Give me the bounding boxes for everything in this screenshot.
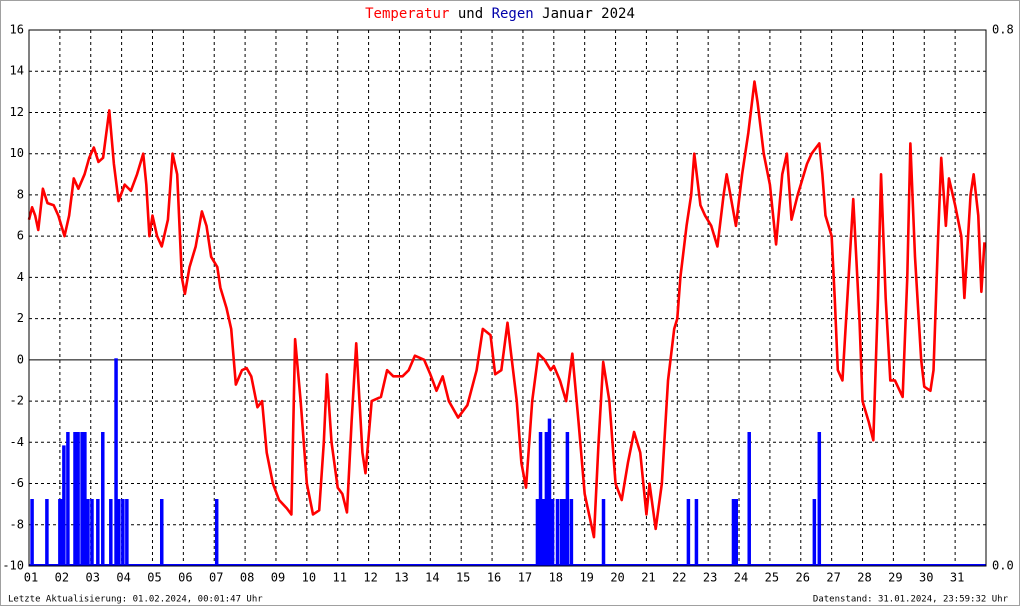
x-tick-label: 16 [487, 571, 501, 585]
y-tick-label: -10 [2, 559, 24, 573]
rain-bar [114, 358, 118, 566]
x-tick-label: 08 [240, 571, 254, 585]
rain-bar [555, 499, 560, 566]
x-tick-label: 04 [116, 571, 130, 585]
x-tick-label: 30 [919, 571, 933, 585]
x-tick-label: 29 [888, 571, 902, 585]
x-tick-label: 06 [178, 571, 192, 585]
x-tick-label: 18 [549, 571, 563, 585]
rain-bar [550, 499, 555, 566]
y-tick-label: -8 [10, 517, 24, 531]
rain-bar [569, 499, 574, 566]
x-tick-label: 31 [950, 571, 964, 585]
chart-title: Temperatur und Regen Januar 2024 [365, 6, 635, 22]
rain-bar [562, 499, 567, 566]
rain-bar [73, 432, 77, 566]
x-tick-label: 01 [24, 571, 38, 585]
x-tick-label: 17 [518, 571, 532, 585]
rain-bar [541, 499, 546, 566]
x-tick-label: 22 [672, 571, 686, 585]
x-tick-label: 19 [579, 571, 593, 585]
rain-bar [565, 432, 570, 566]
y-tick-label: -4 [10, 435, 24, 449]
y-tick-label: -6 [10, 476, 24, 490]
rain-bar [96, 499, 100, 566]
x-tick-label: 03 [86, 571, 100, 585]
rain-bar [109, 499, 113, 566]
rain-bar [817, 432, 822, 566]
y-tick-label: 8 [17, 187, 24, 201]
rain-bar [214, 499, 219, 566]
rain-bar [731, 499, 736, 566]
rain-bar [686, 499, 691, 566]
rain-bar [76, 432, 80, 566]
x-tick-label: 26 [796, 571, 810, 585]
x-tick-label: 15 [456, 571, 470, 585]
rain-bar [159, 499, 164, 566]
y-tick-label: 10 [10, 146, 24, 160]
rain-bar [125, 499, 129, 566]
y2-tick-label: 0.8 [992, 23, 1014, 37]
x-tick-label: 02 [55, 571, 69, 585]
rain-bar [601, 499, 606, 566]
rain-bar [121, 499, 125, 566]
y-tick-label: 4 [17, 270, 24, 284]
footer-left: Letzte Aktualisierung: 01.02.2024, 00:01… [8, 595, 263, 605]
x-tick-label: 27 [826, 571, 840, 585]
rain-bar [559, 499, 564, 566]
rain-bar [117, 499, 121, 566]
y-tick-label: 12 [10, 105, 24, 119]
rain-bar [83, 432, 87, 566]
rain-bar [812, 499, 817, 566]
x-tick-label: 21 [641, 571, 655, 585]
y-tick-label: 0 [17, 352, 24, 366]
rain-bar [58, 499, 62, 566]
title-temperature: Temperatur [365, 6, 449, 22]
rain-bar [80, 432, 84, 566]
x-tick-label: 12 [363, 571, 377, 585]
y-tick-label: 6 [17, 229, 24, 243]
rain-bar [30, 499, 34, 566]
title-connector: und [458, 6, 483, 22]
x-tick-label: 13 [394, 571, 408, 585]
plot-border [28, 29, 987, 567]
y-tick-label: -2 [10, 394, 24, 408]
x-tick-label: 20 [610, 571, 624, 585]
rain-bar [538, 432, 543, 566]
rain-bar [66, 432, 70, 566]
rain-bar [62, 445, 66, 566]
x-tick-label: 23 [703, 571, 717, 585]
x-tick-label: 28 [857, 571, 871, 585]
y-tick-label: 16 [10, 23, 24, 37]
rain-bar [547, 418, 552, 566]
y-tick-label: 2 [17, 311, 24, 325]
rain-bar [60, 499, 64, 566]
title-rain: Regen [492, 6, 534, 22]
rain-bar [544, 432, 549, 566]
rain-bar [535, 499, 540, 566]
rain-bar [101, 432, 105, 566]
rain-bar [734, 499, 739, 566]
x-tick-label: 09 [271, 571, 285, 585]
x-tick-label: 25 [765, 571, 779, 585]
title-suffix: Januar 2024 [542, 6, 635, 22]
temperature-line [27, 80, 986, 539]
x-tick-label: 14 [425, 571, 439, 585]
rain-bar [86, 499, 90, 566]
x-tick-label: 07 [209, 571, 223, 585]
x-tick-label: 24 [734, 571, 748, 585]
y-tick-label: 14 [10, 64, 24, 78]
rain-bar [90, 499, 94, 566]
y2-tick-label: 0.0 [992, 559, 1014, 573]
x-tick-label: 11 [332, 571, 346, 585]
footer-right: Datenstand: 31.01.2024, 23:59:32 Uhr [813, 595, 1009, 605]
x-tick-label: 05 [147, 571, 161, 585]
rain-bar [45, 499, 49, 566]
x-tick-label: 10 [302, 571, 316, 585]
rain-bar [694, 499, 699, 566]
rain-bar [747, 432, 751, 566]
